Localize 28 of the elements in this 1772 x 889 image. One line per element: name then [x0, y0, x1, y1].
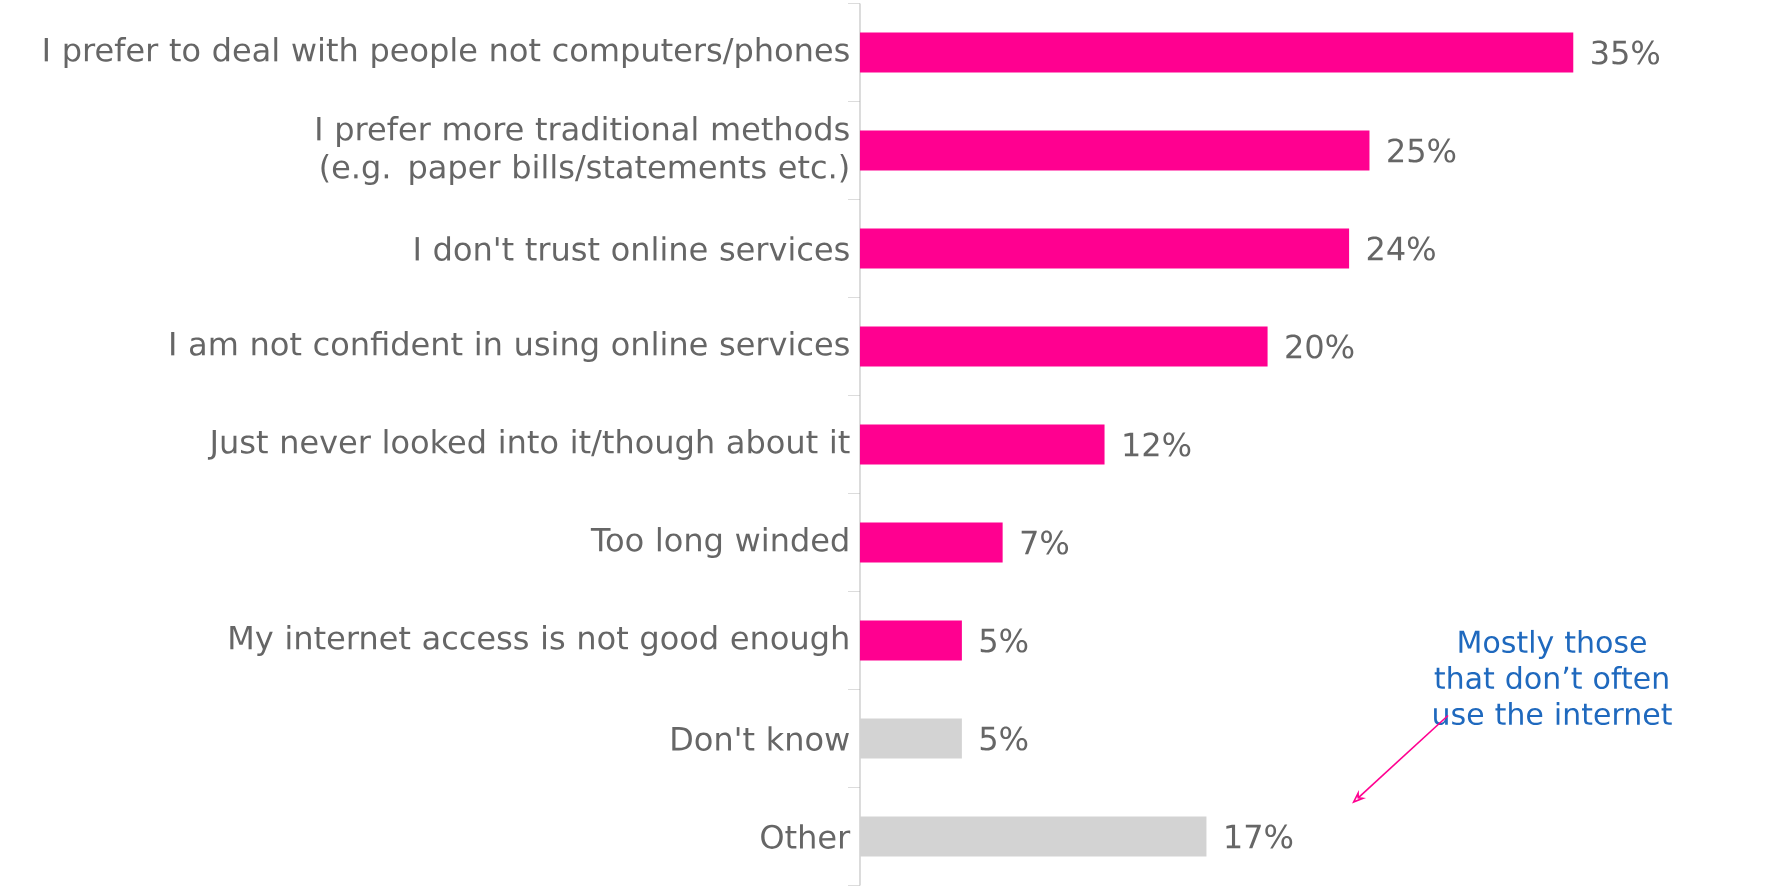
bar [859, 816, 1207, 857]
bar [859, 326, 1268, 367]
y-tick-label: I prefer to deal with people not computers/phones [44, 37, 849, 68]
y-tick-label: I am not confident in using online services [171, 331, 849, 362]
bar [859, 130, 1370, 171]
y-tick-label: I prefer more traditional methods (e.g. paper bills/statements etc.) [317, 116, 849, 185]
data-label: 5% [980, 726, 1028, 751]
data-label: 24% [1367, 236, 1435, 261]
data-label: 17% [1226, 824, 1293, 849]
bar [859, 522, 1003, 563]
data-label: 7% [1021, 530, 1069, 555]
bar [859, 424, 1105, 465]
annotation: Mostly those that don’t often use the internet [1434, 629, 1672, 726]
y-tick-label: I don't trust online services [415, 236, 849, 261]
data-label: 5% [980, 628, 1028, 653]
bar [859, 620, 962, 661]
y-tick-label: Just never looked into it/though about it [207, 429, 850, 460]
bar [859, 718, 962, 759]
data-label: 25% [1388, 138, 1456, 163]
data-label: 20% [1286, 334, 1354, 359]
data-label: 12% [1124, 432, 1191, 457]
y-tick-label: My internet access is not good enough [230, 625, 848, 656]
bar [859, 228, 1350, 269]
y-tick-label: Too long winded [590, 527, 848, 558]
y-tick-label: Other [761, 824, 851, 849]
bar [859, 32, 1574, 73]
data-label: 35% [1592, 40, 1660, 65]
y-tick-label: Don't know [672, 726, 849, 751]
